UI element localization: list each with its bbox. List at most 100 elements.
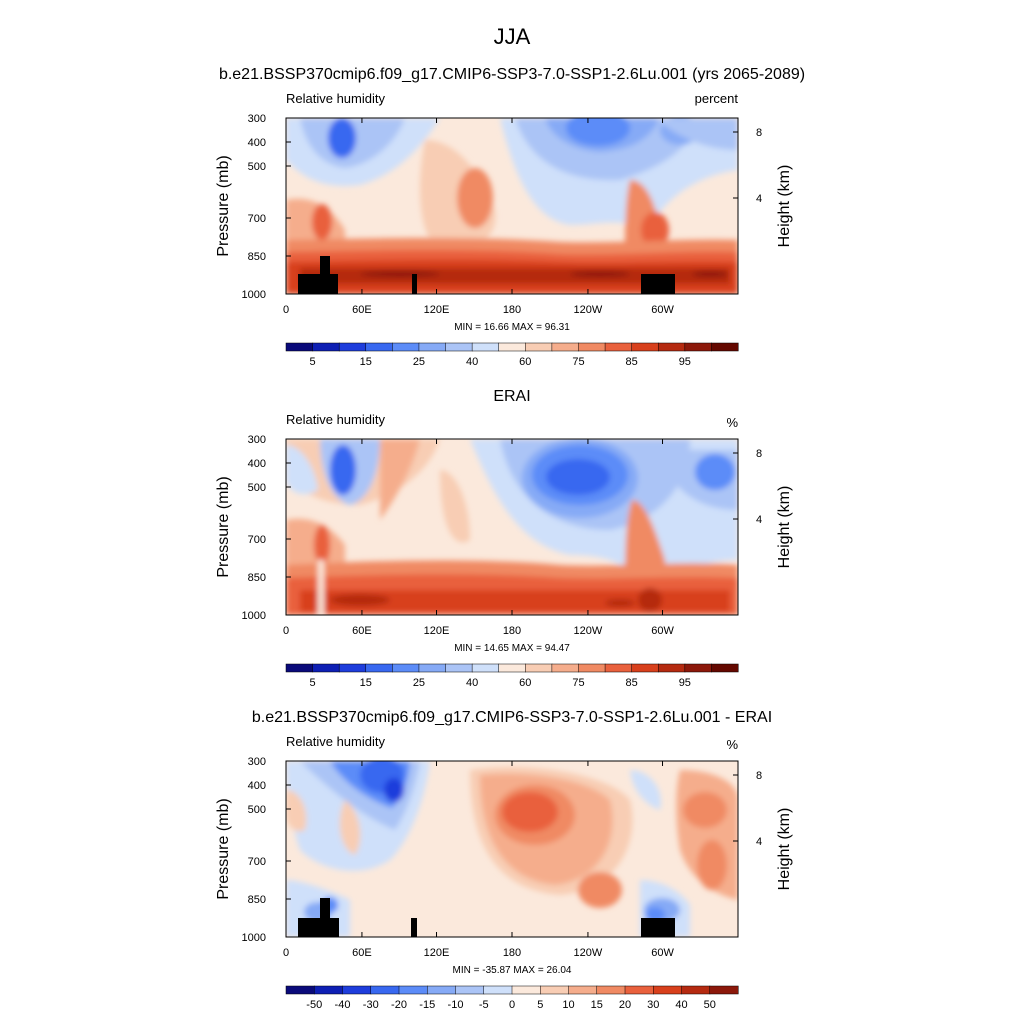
colorbar-swatch	[285, 663, 314, 673]
x-tick-label: 120W	[574, 625, 603, 637]
colorbar-swatch	[285, 342, 314, 352]
colorbar-swatch	[624, 985, 654, 995]
colorbar-label: 75	[572, 356, 584, 368]
colorbar-label: -15	[419, 999, 435, 1011]
y-tick-label: 500	[248, 482, 266, 494]
colorbar-label: 15	[591, 999, 603, 1011]
colorbar-swatch	[498, 342, 526, 352]
colorbar-swatch	[314, 985, 344, 995]
y-tick-label: 400	[248, 458, 266, 470]
height-tick-label: 8	[756, 770, 762, 782]
colorbar-swatch	[631, 663, 659, 673]
colorbar-swatch	[471, 342, 500, 352]
colorbar-swatch	[338, 342, 367, 352]
min-max-stats: MIN = 14.65 MAX = 94.47	[454, 643, 570, 654]
colorbar-swatch	[657, 663, 686, 673]
colorbar-label: 20	[619, 999, 631, 1011]
colorbar-swatch	[540, 985, 570, 995]
panel-difference: b.e21.BSSP370cmip6.f09_g17.CMIP6-SSP3-7.…	[252, 709, 772, 938]
y-tick-label: 300	[248, 113, 266, 125]
x-tick-label: 0	[283, 947, 289, 959]
y-tick-label: 1000	[242, 610, 266, 622]
variable-label: Relative humidity	[286, 91, 385, 106]
colorbar-swatch	[657, 342, 686, 352]
colorbar-swatch	[427, 985, 457, 995]
contour-field	[286, 761, 738, 937]
colorbar-swatch	[370, 985, 400, 995]
colorbar-label: 60	[519, 356, 531, 368]
height-tick-label: 8	[756, 127, 762, 139]
colorbar-label: 40	[675, 999, 687, 1011]
colorbar-swatch	[711, 342, 739, 352]
colorbar-swatch	[455, 985, 485, 995]
colorbar-label: -5	[479, 999, 489, 1011]
colorbar-swatch	[365, 342, 393, 352]
min-max-stats: MIN = 16.66 MAX = 96.31	[454, 322, 570, 333]
x-tick-label: 180	[503, 304, 521, 316]
colorbar-swatch	[684, 342, 712, 352]
y-axis-label: Pressure (mb)	[215, 476, 232, 577]
colorbar-label: 25	[413, 356, 425, 368]
height-tick-label: 8	[756, 448, 762, 460]
height-tick-label: 4	[756, 836, 762, 848]
colorbar-label: 10	[562, 999, 574, 1011]
colorbar-label: 60	[519, 677, 531, 689]
units-label: %	[726, 737, 738, 752]
y-tick-label: 1000	[242, 289, 266, 301]
colorbar-swatch	[511, 985, 541, 995]
y-tick-label: 400	[248, 137, 266, 149]
colorbar-swatch	[653, 985, 683, 995]
colorbar-swatch	[312, 342, 340, 352]
colorbar-swatch	[471, 663, 500, 673]
min-max-stats: MIN = -35.87 MAX = 26.04	[453, 965, 572, 976]
height-axis-label: Height (km)	[776, 808, 793, 891]
colorbar-swatch	[285, 985, 315, 995]
colorbar-swatch	[398, 985, 428, 995]
colorbar-swatch	[418, 342, 447, 352]
colorbar-label: 95	[679, 356, 691, 368]
colorbar-label: -50	[306, 999, 322, 1011]
contour-field	[286, 439, 738, 615]
colorbar-label: 5	[310, 677, 316, 689]
x-tick-label: 60W	[651, 304, 674, 316]
colorbar-swatch	[498, 663, 526, 673]
x-tick-label: 120E	[424, 304, 450, 316]
colorbar-label: -20	[391, 999, 407, 1011]
colorbar-swatch	[525, 663, 553, 673]
y-tick-label: 500	[248, 804, 266, 816]
colorbar-swatch	[681, 985, 711, 995]
y-tick-label: 300	[248, 756, 266, 768]
colorbar-swatch	[445, 342, 473, 352]
colorbar-label: 5	[537, 999, 543, 1011]
colorbar-swatch	[392, 663, 420, 673]
colorbar-label: 5	[310, 356, 316, 368]
y-tick-label: 500	[248, 161, 266, 173]
x-tick-label: 60E	[352, 304, 372, 316]
height-axis-label: Height (km)	[776, 486, 793, 569]
colorbar-label: 40	[466, 356, 478, 368]
units-label: percent	[695, 91, 739, 106]
panel-erai: ERAI Relative humidity %	[285, 388, 739, 616]
colorbar-swatch	[711, 663, 739, 673]
y-tick-label: 850	[248, 894, 266, 906]
colorbar-swatch	[365, 663, 393, 673]
y-tick-label: 850	[248, 572, 266, 584]
colorbar-label: -10	[448, 999, 464, 1011]
colorbar-swatch	[418, 663, 447, 673]
x-tick-label: 60E	[352, 947, 372, 959]
colorbar-swatch	[568, 985, 598, 995]
x-tick-label: 180	[503, 625, 521, 637]
colorbar-label: 75	[572, 677, 584, 689]
colorbar-swatch	[596, 985, 626, 995]
colorbar-swatch	[551, 663, 580, 673]
x-tick-label: 120W	[574, 947, 603, 959]
colorbar-swatch	[551, 342, 580, 352]
colorbar-swatch	[709, 985, 739, 995]
colorbar-label: 50	[704, 999, 716, 1011]
colorbar-label: -30	[363, 999, 379, 1011]
panel-title: b.e21.BSSP370cmip6.f09_g17.CMIP6-SSP3-7.…	[219, 66, 805, 83]
panel-title: ERAI	[493, 388, 530, 405]
figure-title: JJA	[494, 24, 531, 49]
colorbar-label: 15	[360, 677, 372, 689]
panel-title: b.e21.BSSP370cmip6.f09_g17.CMIP6-SSP3-7.…	[252, 709, 772, 726]
